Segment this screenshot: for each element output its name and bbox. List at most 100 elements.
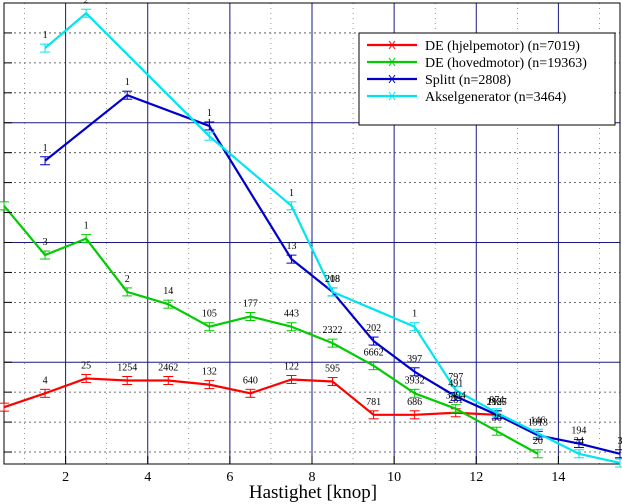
data-point <box>81 234 92 244</box>
data-label: 1 <box>43 143 48 154</box>
data-label: 1 <box>618 445 622 456</box>
data-label: 2 <box>84 0 89 6</box>
data-label: 640 <box>243 375 258 386</box>
data-point <box>81 373 92 383</box>
data-label: 202 <box>366 323 381 334</box>
legend-entry: Splitt (n=2808) <box>367 73 511 88</box>
data-label: 2462 <box>158 363 178 374</box>
data-label: 1 <box>412 309 417 320</box>
legend-entry: Akselgenerator (n=3464) <box>367 90 567 105</box>
legend-label: Splitt (n=2808) <box>425 73 511 88</box>
data-point <box>163 376 174 386</box>
data-point <box>327 338 338 348</box>
x-tick-label: 8 <box>309 470 316 485</box>
data-point <box>615 458 622 468</box>
data-label: 218 <box>325 274 340 285</box>
data-point <box>409 410 420 420</box>
data-point <box>409 367 420 377</box>
legend-label: Akselgenerator (n=3464) <box>425 90 567 105</box>
data-label: 2322 <box>323 325 343 336</box>
data-point <box>368 361 379 371</box>
data-label: 1 <box>207 118 212 129</box>
data-point <box>491 408 502 418</box>
data-point <box>409 322 420 332</box>
data-point <box>286 201 297 211</box>
data-point <box>286 374 297 384</box>
grid <box>4 3 620 464</box>
data-label: 20 <box>533 436 543 447</box>
data-point <box>122 376 133 386</box>
data-label: 1925 <box>487 397 507 408</box>
data-point <box>122 90 133 100</box>
data-label: 797 <box>448 372 463 383</box>
legend-label: DE (hjelpemotor) (n=7019) <box>425 39 580 54</box>
data-label: 1 <box>207 108 212 119</box>
x-axis-label: Hastighet [knop] <box>249 482 377 503</box>
legend-label: DE (hovedmotor) (n=19363) <box>425 56 587 71</box>
data-label: 1 <box>289 188 294 199</box>
data-point <box>204 380 215 390</box>
legend-entry: DE (hovedmotor) (n=19363) <box>367 56 587 71</box>
x-tick-label: 10 <box>387 470 401 485</box>
data-point <box>286 254 297 264</box>
data-label: 105 <box>202 309 217 320</box>
data-point <box>450 385 461 395</box>
data-point <box>40 156 51 166</box>
data-point <box>245 311 256 321</box>
data-label: 2 <box>125 274 130 285</box>
data-label: 1 <box>43 30 48 41</box>
data-label: 208 <box>325 274 340 285</box>
data-label: 686 <box>407 397 422 408</box>
data-point <box>368 410 379 420</box>
data-label: 595 <box>325 364 340 375</box>
legend: DE (hjelpemotor) (n=7019) DE (hovedmotor)… <box>358 32 616 126</box>
data-point <box>204 121 215 131</box>
data-point <box>532 428 543 438</box>
data-label: 1 <box>84 221 89 232</box>
data-label: 146 <box>530 415 545 426</box>
x-tick-label: 6 <box>226 470 233 485</box>
series-line-1 <box>3 205 539 455</box>
data-point <box>204 322 215 332</box>
data-point <box>40 43 51 53</box>
data-label: 1254 <box>117 363 137 374</box>
x-axis-ticks: 2 4 6 8 10 12 14 <box>4 2 565 485</box>
data-label: 397 <box>407 354 422 365</box>
data-label: 2187 <box>487 397 507 408</box>
data-label: 3 <box>618 436 622 447</box>
data-point <box>368 336 379 346</box>
data-label: 194 <box>571 426 586 437</box>
data-label: 443 <box>284 309 299 320</box>
data-point <box>204 131 215 141</box>
data-label: 132 <box>202 367 217 378</box>
data-label: 177 <box>243 298 258 309</box>
x-tick-label: 12 <box>469 470 483 485</box>
data-point <box>573 439 584 449</box>
data-point <box>0 201 9 211</box>
x-tick-label: 2 <box>62 470 69 485</box>
data-point <box>163 299 174 309</box>
data-label: 1 <box>125 77 130 88</box>
data-point <box>0 402 9 412</box>
data-label: 25 <box>81 360 91 371</box>
data-point <box>40 388 51 398</box>
x-tick-label: 4 <box>144 470 151 485</box>
data-point <box>245 388 256 398</box>
data-label: 4 <box>43 375 48 386</box>
data-point <box>81 8 92 18</box>
data-point <box>615 449 622 459</box>
data-label: 3932 <box>405 375 425 386</box>
data-point <box>327 287 338 297</box>
data-label: 1913 <box>528 417 548 428</box>
data-point <box>450 404 461 414</box>
data-label: 281 <box>448 395 463 406</box>
data-point <box>409 388 420 398</box>
data-label: 36 <box>492 413 502 424</box>
data-label: 3 <box>43 237 48 248</box>
series-group <box>0 8 622 468</box>
data-point <box>573 449 584 459</box>
data-label: 781 <box>366 397 381 408</box>
data-point <box>491 426 502 436</box>
